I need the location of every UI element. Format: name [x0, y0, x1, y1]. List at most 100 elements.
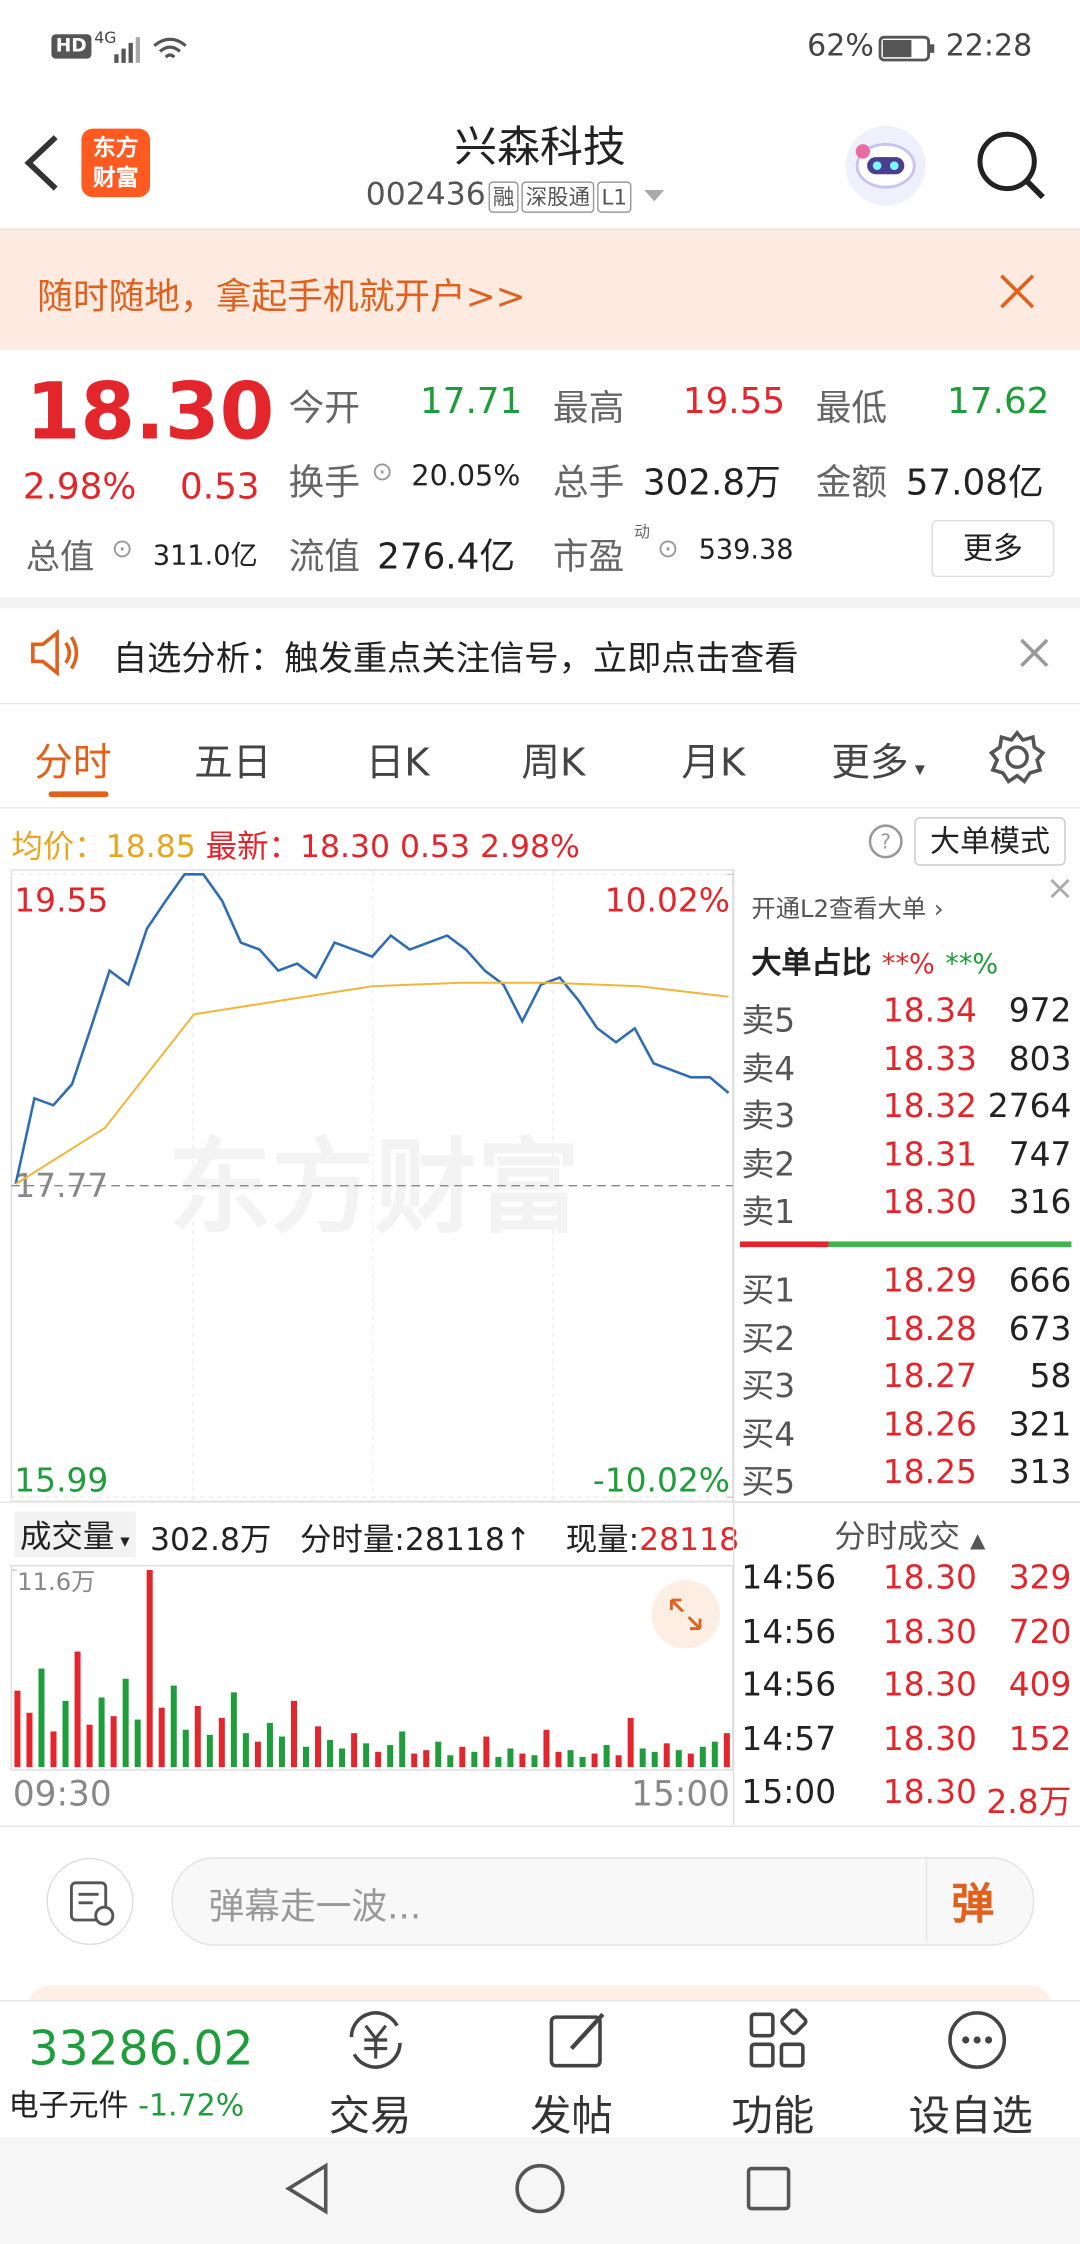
hd-icon: HD: [51, 34, 91, 59]
watchlist-icon: [948, 2011, 1007, 2069]
book-price: 18.25: [882, 1454, 977, 1492]
search-button[interactable]: [974, 129, 1048, 203]
avg-price: 18.85: [105, 829, 196, 866]
volume-bar: [38, 1668, 45, 1768]
tab[interactable]: 日K: [365, 741, 430, 786]
volume-bar: [447, 1755, 454, 1768]
notice-text[interactable]: 自选分析：触发重点关注信号，立即点击查看: [112, 638, 799, 679]
info-icon[interactable]: ⊙: [657, 534, 679, 565]
book-qty: 58: [1029, 1358, 1072, 1396]
book-row: 14:56 18.30 329: [734, 1560, 1080, 1607]
book-qty: 2.8万: [986, 1784, 1072, 1822]
index-row[interactable]: 电子元件 -1.72%: [9, 2083, 245, 2126]
price-chart: 东方财富 19.55 17.77 15.99 10.02% -10.02%: [10, 869, 734, 1503]
field-label: 最高: [552, 387, 625, 429]
function-icon: [749, 2008, 808, 2068]
volume-bar: [134, 1719, 141, 1768]
book-row: 买1 18.29 666: [734, 1263, 1080, 1310]
book-row: 买5 18.25 313: [734, 1454, 1080, 1501]
volume-bar: [315, 1726, 322, 1768]
banner-text[interactable]: 随时随地，拿起手机就开户>>: [37, 275, 526, 318]
volume-bar: [555, 1751, 562, 1768]
book-row: 卖5 18.34 972: [734, 993, 1080, 1040]
book-qty: 329: [1008, 1559, 1072, 1598]
expand-button[interactable]: [651, 1579, 720, 1649]
watermark: 东方财富: [169, 1129, 580, 1248]
nav-item[interactable]: 交易: [328, 2091, 412, 2140]
book-price: 18.28: [882, 1310, 977, 1348]
volume-bar: [711, 1741, 718, 1768]
volume-bar: [627, 1717, 634, 1768]
danmu-button[interactable]: 弹: [951, 1879, 995, 1930]
volume-chart: 11.6万: [10, 1564, 734, 1771]
volume-bar: [699, 1746, 706, 1768]
tab[interactable]: 周K: [521, 741, 586, 786]
volume-label: 成交量: [19, 1519, 115, 1556]
volume-bar: [567, 1750, 574, 1768]
system-home[interactable]: [511, 2160, 568, 2217]
panel-divider: [732, 868, 735, 1826]
book-qty: 321: [1008, 1406, 1072, 1444]
book-qty: 673: [1008, 1310, 1072, 1348]
book-price: 18.27: [882, 1358, 977, 1396]
danmu-settings[interactable]: [46, 1857, 135, 1946]
volume-bar: [86, 1724, 93, 1768]
x-tick-label: 09:30: [12, 1774, 112, 1815]
book-qty: 666: [1008, 1262, 1072, 1300]
book-row: 卖3 18.32 2764: [734, 1089, 1080, 1136]
book-row: 卖1 18.30 316: [734, 1184, 1080, 1231]
volume-bar: [507, 1748, 514, 1768]
book-label: 买2: [741, 1320, 796, 1358]
book-qty: 803: [1008, 1040, 1072, 1078]
mode-button[interactable]: 大单模式: [914, 817, 1066, 866]
volume-bar: [531, 1755, 538, 1768]
volume-bar: [218, 1717, 225, 1768]
help-icon[interactable]: ?: [867, 823, 904, 860]
info-line: 均价：18.85 最新：18.30 0.53 2.98%: [11, 821, 579, 867]
big-order-ratio: **%: [881, 948, 935, 980]
l2-link[interactable]: 开通L2查看大单 ›: [751, 895, 944, 925]
stock-code-row[interactable]: 002436 融深股通 L1: [366, 177, 667, 213]
field-label: 换手: [288, 461, 361, 503]
volume-selector[interactable]: 成交量 ▾: [14, 1511, 136, 1558]
system-back[interactable]: [280, 2160, 337, 2217]
close-notice[interactable]: [1017, 636, 1051, 670]
close-banner[interactable]: [997, 271, 1037, 311]
post-icon: [549, 2012, 605, 2068]
close-l2[interactable]: [1046, 874, 1075, 903]
volume-bar: [651, 1751, 658, 1768]
volume-bar: [110, 1716, 117, 1768]
index-value[interactable]: 33286.02: [28, 2019, 254, 2076]
danmu-input[interactable]: [171, 1857, 1035, 1946]
tab[interactable]: 五日: [194, 741, 272, 786]
tab-active[interactable]: 分时: [34, 741, 112, 786]
volume-bar: [266, 1722, 273, 1768]
field-label: 金额: [815, 461, 888, 503]
tab-more[interactable]: 更多 ▾: [831, 741, 925, 786]
back-button[interactable]: [20, 131, 63, 194]
book-label: 卖3: [741, 1098, 796, 1136]
danmu-divider: [925, 1858, 928, 1942]
current-volume: 现量:28118: [566, 1514, 739, 1560]
info-icon[interactable]: ⊙: [371, 457, 393, 488]
account-banner[interactable]: [0, 229, 1080, 350]
book-price: 18.26: [882, 1406, 977, 1444]
book-row: 买3 18.27 58: [734, 1359, 1080, 1406]
stock-name: 兴森科技: [454, 122, 626, 173]
system-recents[interactable]: [743, 2163, 794, 2214]
info-icon[interactable]: ⊙: [111, 534, 133, 565]
tab[interactable]: 月K: [681, 741, 746, 786]
robot-avatar[interactable]: [843, 123, 929, 209]
volume-bar: [663, 1743, 670, 1768]
latest-change: 0.53: [399, 829, 470, 866]
nav-item[interactable]: 发帖: [529, 2091, 613, 2140]
more-button[interactable]: 更多: [931, 519, 1055, 578]
settings-button[interactable]: [988, 729, 1046, 786]
app-logo[interactable]: 东方 财富: [81, 128, 150, 198]
trades-title[interactable]: 分时成交 ▲: [834, 1519, 986, 1556]
volume-bar: [687, 1753, 694, 1768]
nav-item[interactable]: 功能: [731, 2091, 815, 2140]
nav-item[interactable]: 设自选: [908, 2091, 1033, 2140]
current-volume-label: 现量:: [565, 1522, 640, 1559]
volume-bar: [639, 1748, 646, 1768]
